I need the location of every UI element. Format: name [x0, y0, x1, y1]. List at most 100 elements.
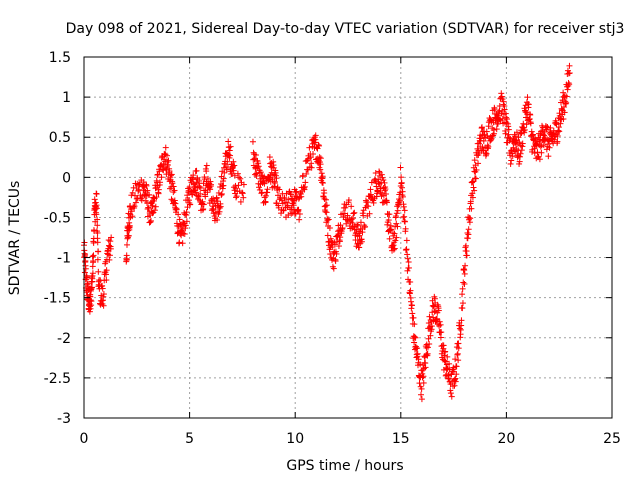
chart-title: Day 098 of 2021, Sidereal Day-to-day VTE… — [66, 21, 625, 37]
data-point — [149, 210, 156, 217]
data-point — [408, 298, 415, 305]
data-point — [325, 216, 332, 223]
data-point — [446, 360, 453, 367]
data-point — [427, 332, 434, 339]
data-point — [145, 205, 152, 212]
data-point — [454, 351, 461, 358]
data-point — [226, 147, 233, 154]
data-point — [418, 385, 425, 392]
data-point — [521, 126, 528, 133]
data-point — [370, 199, 377, 206]
data-point — [339, 224, 346, 231]
data-point — [393, 220, 400, 227]
data-point — [519, 140, 526, 147]
data-point — [386, 211, 393, 218]
data-point — [249, 138, 256, 145]
data-point — [94, 222, 101, 229]
data-point — [225, 138, 232, 145]
data-point — [156, 168, 163, 175]
y-tick-label: 1 — [62, 90, 71, 106]
y-tick-label: 0.5 — [49, 130, 71, 146]
data-point — [407, 287, 414, 294]
data-point — [287, 191, 294, 198]
data-point — [535, 153, 542, 160]
data-point — [82, 251, 89, 258]
data-point — [168, 171, 175, 178]
data-point — [170, 183, 177, 190]
data-point — [385, 217, 392, 224]
data-point — [193, 179, 200, 186]
data-point — [462, 242, 469, 249]
data-point — [106, 256, 113, 263]
data-point — [155, 186, 162, 193]
data-point — [132, 199, 139, 206]
data-point — [456, 325, 463, 332]
data-point — [193, 167, 200, 174]
data-point — [397, 164, 404, 171]
data-point — [513, 129, 520, 136]
y-tick-label: -2.5 — [44, 371, 71, 387]
data-point — [545, 153, 552, 160]
data-point — [483, 128, 490, 135]
data-point — [453, 371, 460, 378]
data-point — [359, 229, 366, 236]
data-point — [335, 243, 342, 250]
data-point — [403, 246, 410, 253]
data-point — [404, 251, 411, 258]
data-point — [324, 217, 331, 224]
data-point — [399, 188, 406, 195]
data-point — [435, 307, 442, 314]
x-tick-label: 0 — [80, 431, 89, 447]
data-point — [233, 193, 240, 200]
data-point — [394, 207, 401, 214]
data-point — [452, 378, 459, 385]
data-point — [89, 253, 96, 260]
data-point — [399, 193, 406, 200]
data-point — [271, 183, 278, 190]
data-point — [314, 145, 321, 152]
data-point — [426, 313, 433, 320]
data-point — [566, 70, 573, 77]
data-point — [298, 193, 305, 200]
data-point — [468, 205, 475, 212]
data-point — [419, 374, 426, 381]
data-point — [103, 277, 110, 284]
data-point — [175, 211, 182, 218]
data-point — [317, 155, 324, 162]
data-point — [284, 202, 291, 209]
data-point — [322, 196, 329, 203]
x-tick-labels: 0 5 10 15 20 25 — [80, 431, 621, 447]
data-point — [99, 285, 106, 292]
data-point — [285, 212, 292, 219]
data-point — [252, 152, 259, 159]
data-point — [200, 180, 207, 187]
data-point — [239, 189, 246, 196]
data-point — [123, 256, 130, 263]
data-point — [473, 166, 480, 173]
axis-ticks — [83, 56, 613, 419]
y-tick-label: -3 — [57, 411, 71, 427]
data-point — [88, 284, 95, 291]
data-point — [131, 203, 138, 210]
data-point — [563, 99, 570, 106]
data-point — [94, 256, 101, 263]
data-point — [163, 152, 170, 159]
data-point — [202, 193, 209, 200]
data-point — [376, 168, 383, 175]
data-point — [348, 216, 355, 223]
data-point — [498, 90, 505, 97]
data-point — [307, 154, 314, 161]
grid-lines — [84, 57, 612, 418]
data-point — [95, 268, 102, 275]
data-point — [546, 144, 553, 151]
data-point — [380, 177, 387, 184]
data-point — [515, 134, 522, 141]
data-point — [378, 171, 385, 178]
data-point — [402, 225, 409, 232]
data-point — [565, 79, 572, 86]
y-tick-label: -2 — [57, 331, 71, 347]
data-point — [436, 318, 443, 325]
data-point — [187, 201, 194, 208]
data-point — [207, 186, 214, 193]
